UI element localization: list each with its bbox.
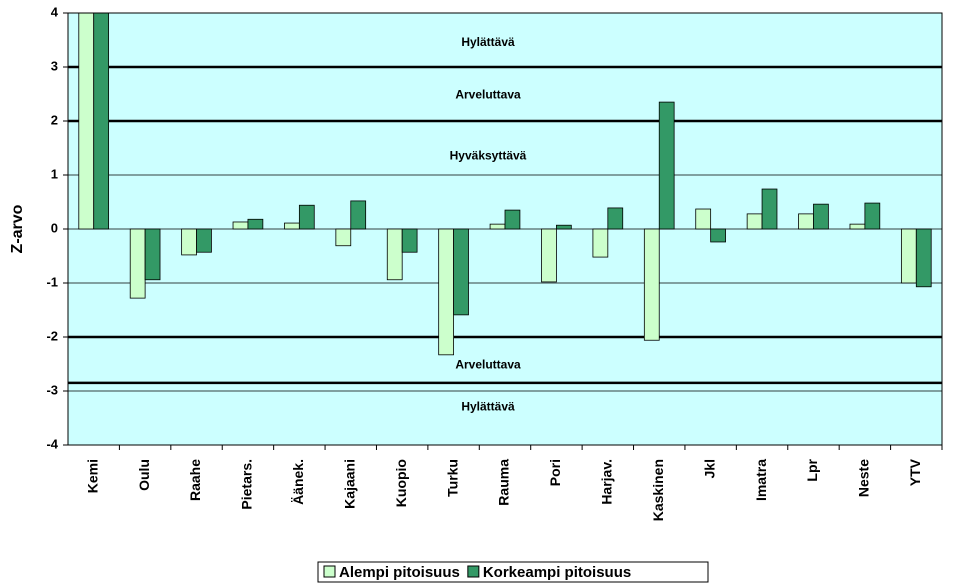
x-tick-label: Neste [856, 459, 872, 497]
bar [710, 228, 726, 243]
x-tick-label: Kajaani [341, 459, 357, 509]
y-tick-label: -3 [46, 382, 58, 397]
bar [900, 228, 917, 284]
bar [181, 228, 197, 256]
zone-label: Arveluttava [455, 87, 521, 101]
bar [232, 221, 249, 230]
x-tick-label: Lpr [804, 458, 820, 481]
bar [438, 228, 454, 356]
bar [798, 213, 814, 230]
bar [196, 228, 212, 253]
bar [761, 188, 778, 230]
y-tick-label: -4 [46, 436, 58, 451]
x-tick-label: Turku [444, 459, 460, 497]
legend-label: Korkeampi pitoisuus [483, 564, 631, 581]
bar [350, 200, 367, 230]
bar [504, 209, 521, 230]
bars [78, 13, 932, 356]
y-tick-label: 1 [51, 166, 58, 181]
bar [864, 202, 881, 230]
bar [129, 228, 146, 299]
bar [335, 228, 352, 247]
bar [849, 223, 866, 230]
bar [695, 208, 712, 230]
x-tick-label: Raahe [187, 459, 203, 501]
x-tick-label: Pietars. [239, 459, 255, 510]
x-tick-label: Kemi [84, 459, 100, 493]
y-tick-label: 2 [51, 112, 58, 127]
y-tick-label: -1 [46, 274, 58, 289]
bar [284, 222, 300, 230]
bar [813, 203, 829, 230]
x-tick-label: Jkl [701, 459, 717, 478]
legend-label: Alempi pitoisuus [339, 564, 460, 581]
bar [93, 13, 110, 230]
y-tick-label: 0 [51, 220, 58, 235]
plot-border [67, 12, 943, 446]
legend-swatch [323, 565, 336, 578]
x-tick-label: Kaskinen [650, 459, 666, 521]
bar [556, 224, 572, 230]
bar [915, 228, 932, 288]
x-tick-label: Imatra [753, 459, 769, 501]
bar [592, 228, 609, 258]
bar [144, 228, 161, 281]
zone-label: Hyväksyttävä [450, 148, 527, 162]
bar [658, 101, 675, 230]
legend: Alempi pitoisuus Korkeampi pitoisuus [317, 561, 709, 583]
y-axis-label: Z-arvo [9, 204, 26, 253]
x-tick-label: Pori [547, 459, 563, 486]
bar [386, 228, 403, 281]
x-tick-label: Harjav. [599, 459, 615, 505]
y-tick-label: -2 [46, 328, 58, 343]
x-tick-label: Oulu [136, 459, 152, 491]
zone-label: Hylättävä [461, 399, 515, 413]
bar [746, 213, 763, 230]
bar [453, 228, 469, 316]
bar [401, 228, 418, 253]
y-tick-label: 4 [51, 4, 59, 19]
bar [489, 223, 506, 230]
bar [78, 13, 95, 230]
zone-label: Hylättävä [461, 35, 515, 49]
y-tick-label: 3 [51, 58, 58, 73]
bar [247, 218, 264, 230]
legend-box [317, 561, 709, 583]
bar [643, 228, 660, 341]
x-tick-label: Äänek. [290, 459, 306, 505]
bar [607, 207, 624, 230]
bar [298, 204, 315, 230]
bar [541, 228, 557, 283]
legend-swatch [467, 565, 480, 578]
x-tick-label: Rauma [496, 459, 512, 506]
zone-label: Arveluttava [455, 357, 521, 371]
x-tick-label: YTV [907, 458, 923, 486]
x-tick-label: Kuopio [393, 459, 409, 507]
